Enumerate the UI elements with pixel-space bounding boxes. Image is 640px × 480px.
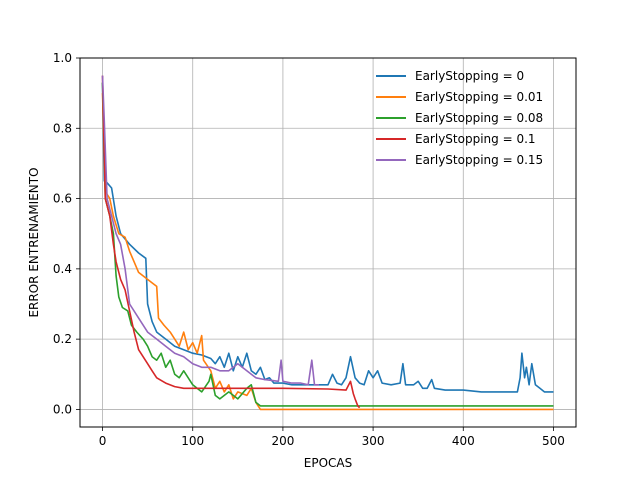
- y-tick-label: 0.4: [53, 262, 72, 276]
- series-line-3: [101, 75, 361, 409]
- series-line-1: [101, 93, 554, 411]
- legend: EarlyStopping = 0 EarlyStopping = 0.01 Ear…: [376, 69, 543, 167]
- x-tick-label: 400: [452, 434, 475, 448]
- x-tick-label: 300: [362, 434, 385, 448]
- y-tick-label: 0.0: [53, 402, 72, 416]
- x-tick-label: 100: [181, 434, 204, 448]
- legend-entry: EarlyStopping = 0.15: [415, 153, 543, 167]
- legend-entry: EarlyStopping = 0.1: [415, 132, 536, 146]
- x-tick-label: 200: [271, 434, 294, 448]
- series-layer: [101, 75, 554, 411]
- x-tick-label: 0: [99, 434, 107, 448]
- legend-entry: EarlyStopping = 0: [415, 69, 524, 83]
- plot-frame: [79, 57, 577, 428]
- y-tick-label: 0.8: [53, 121, 72, 135]
- y-tick-label: 1.0: [53, 51, 72, 65]
- x-axis-label: EPOCAS: [304, 456, 352, 470]
- axis-ticks: 0 100 200 300 400 500 0.0 0.2 0.4 0.6 0.8 1.0: [53, 51, 565, 448]
- legend-entry: EarlyStopping = 0.01: [415, 90, 543, 104]
- series-line-4: [101, 75, 319, 386]
- legend-entry: EarlyStopping = 0.08: [415, 111, 543, 125]
- x-tick-label: 500: [542, 434, 565, 448]
- series-line-0: [101, 82, 554, 393]
- y-axis-label: ERROR ENTRENAMIENTO: [27, 167, 41, 317]
- y-tick-label: 0.2: [53, 332, 72, 346]
- y-tick-label: 0.6: [53, 192, 72, 206]
